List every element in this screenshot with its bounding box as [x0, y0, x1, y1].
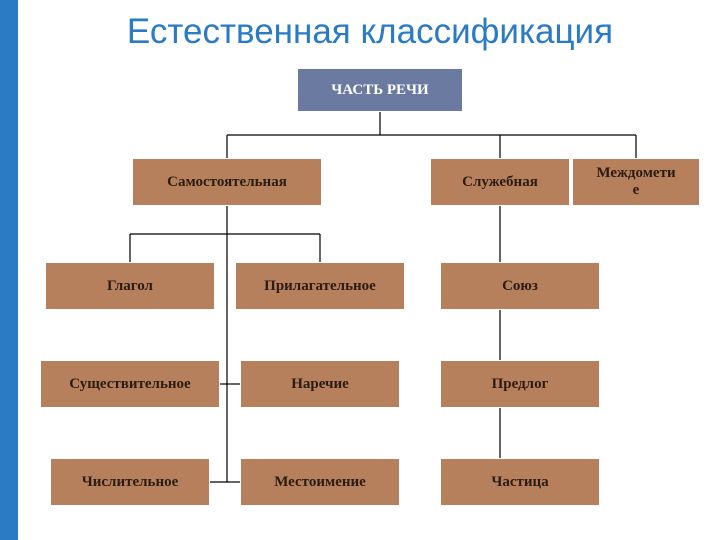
node-root: ЧАСТЬ РЕЧИ [297, 68, 463, 112]
node-mezh: Междомети е [572, 158, 700, 206]
node-sush: Существительное [40, 360, 220, 408]
node-soyuz: Союз [440, 262, 600, 310]
node-chast: Частица [440, 458, 600, 506]
page-title: Естественная классификация [60, 12, 680, 52]
node-chis: Числительное [50, 458, 210, 506]
node-mest: Местоимение [240, 458, 400, 506]
node-samo: Самостоятельная [132, 158, 322, 206]
node-slu: Служебная [430, 158, 570, 206]
node-pred: Предлог [440, 360, 600, 408]
node-nar: Наречие [240, 360, 400, 408]
node-glag: Глагол [45, 262, 215, 310]
node-pril: Прилагательное [235, 262, 405, 310]
accent-bar [0, 0, 18, 540]
